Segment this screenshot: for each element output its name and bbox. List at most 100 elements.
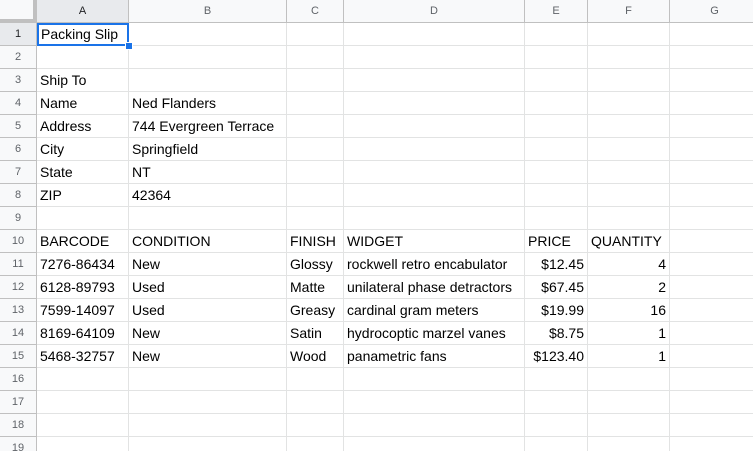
cell-c19[interactable] xyxy=(287,437,344,451)
cell-a6[interactable]: City xyxy=(37,138,129,161)
cell-b16[interactable] xyxy=(129,368,287,391)
cell-d1[interactable] xyxy=(344,23,525,46)
cell-a12[interactable]: 6128-89793 xyxy=(37,276,129,299)
row-header-5[interactable]: 5 xyxy=(0,115,37,138)
cell-d11[interactable]: rockwell retro encabulator xyxy=(344,253,525,276)
row-header-14[interactable]: 14 xyxy=(0,322,37,345)
cell-c18[interactable] xyxy=(287,414,344,437)
cell-c17[interactable] xyxy=(287,391,344,414)
cell-d13[interactable]: cardinal gram meters xyxy=(344,299,525,322)
row-header-4[interactable]: 4 xyxy=(0,92,37,115)
row-header-12[interactable]: 12 xyxy=(0,276,37,299)
cell-e11[interactable]: $12.45 xyxy=(525,253,588,276)
row-header-11[interactable]: 11 xyxy=(0,253,37,276)
cell-e15[interactable]: $123.40 xyxy=(525,345,588,368)
column-header-c[interactable]: C xyxy=(287,0,344,23)
row-header-7[interactable]: 7 xyxy=(0,161,37,184)
cell-b17[interactable] xyxy=(129,391,287,414)
cell-e16[interactable] xyxy=(525,368,588,391)
cell-c12[interactable]: Matte xyxy=(287,276,344,299)
cell-c13[interactable]: Greasy xyxy=(287,299,344,322)
cell-g3[interactable] xyxy=(670,69,753,92)
cell-e14[interactable]: $8.75 xyxy=(525,322,588,345)
cell-d17[interactable] xyxy=(344,391,525,414)
cell-c11[interactable]: Glossy xyxy=(287,253,344,276)
row-header-6[interactable]: 6 xyxy=(0,138,37,161)
cell-e2[interactable] xyxy=(525,46,588,69)
cell-a18[interactable] xyxy=(37,414,129,437)
cell-e4[interactable] xyxy=(525,92,588,115)
cell-g19[interactable] xyxy=(670,437,753,451)
cell-d12[interactable]: unilateral phase detractors xyxy=(344,276,525,299)
cell-f15[interactable]: 1 xyxy=(588,345,670,368)
cell-d7[interactable] xyxy=(344,161,525,184)
cell-b15[interactable]: New xyxy=(129,345,287,368)
cell-b7[interactable]: NT xyxy=(129,161,287,184)
cell-a14[interactable]: 8169-64109 xyxy=(37,322,129,345)
cell-f3[interactable] xyxy=(588,69,670,92)
cell-g1[interactable] xyxy=(670,23,753,46)
cell-f10[interactable]: QUANTITY xyxy=(588,230,670,253)
cell-g17[interactable] xyxy=(670,391,753,414)
cell-c6[interactable] xyxy=(287,138,344,161)
cell-g8[interactable] xyxy=(670,184,753,207)
cell-c1[interactable] xyxy=(287,23,344,46)
cell-d4[interactable] xyxy=(344,92,525,115)
cell-e18[interactable] xyxy=(525,414,588,437)
cell-d5[interactable] xyxy=(344,115,525,138)
row-header-18[interactable]: 18 xyxy=(0,414,37,437)
row-header-13[interactable]: 13 xyxy=(0,299,37,322)
cell-e3[interactable] xyxy=(525,69,588,92)
cell-b10[interactable]: CONDITION xyxy=(129,230,287,253)
cell-g5[interactable] xyxy=(670,115,753,138)
cell-b4[interactable]: Ned Flanders xyxy=(129,92,287,115)
cell-g13[interactable] xyxy=(670,299,753,322)
cell-c15[interactable]: Wood xyxy=(287,345,344,368)
cell-f19[interactable] xyxy=(588,437,670,451)
cell-a4[interactable]: Name xyxy=(37,92,129,115)
cell-g7[interactable] xyxy=(670,161,753,184)
cell-b6[interactable]: Springfield xyxy=(129,138,287,161)
cell-f11[interactable]: 4 xyxy=(588,253,670,276)
cell-b2[interactable] xyxy=(129,46,287,69)
fill-handle[interactable] xyxy=(125,42,133,50)
cell-a15[interactable]: 5468-32757 xyxy=(37,345,129,368)
cell-b13[interactable]: Used xyxy=(129,299,287,322)
cell-d15[interactable]: panametric fans xyxy=(344,345,525,368)
cell-a2[interactable] xyxy=(37,46,129,69)
cell-e17[interactable] xyxy=(525,391,588,414)
column-header-f[interactable]: F xyxy=(588,0,670,23)
cell-b19[interactable] xyxy=(129,437,287,451)
cell-a1-title[interactable]: Packing Slip xyxy=(37,23,129,46)
cell-b3[interactable] xyxy=(129,69,287,92)
row-header-16[interactable]: 16 xyxy=(0,368,37,391)
cell-f2[interactable] xyxy=(588,46,670,69)
column-header-e[interactable]: E xyxy=(525,0,588,23)
row-header-8[interactable]: 8 xyxy=(0,184,37,207)
cell-b8[interactable]: 42364 xyxy=(129,184,287,207)
cell-d6[interactable] xyxy=(344,138,525,161)
cell-f7[interactable] xyxy=(588,161,670,184)
cell-c10[interactable]: FINISH xyxy=(287,230,344,253)
cell-e12[interactable]: $67.45 xyxy=(525,276,588,299)
cell-f8[interactable] xyxy=(588,184,670,207)
column-header-a[interactable]: A xyxy=(37,0,129,23)
cell-c16[interactable] xyxy=(287,368,344,391)
cell-e7[interactable] xyxy=(525,161,588,184)
cell-g10[interactable] xyxy=(670,230,753,253)
cell-b14[interactable]: New xyxy=(129,322,287,345)
cell-d2[interactable] xyxy=(344,46,525,69)
cell-f13[interactable]: 16 xyxy=(588,299,670,322)
cell-a10[interactable]: BARCODE xyxy=(37,230,129,253)
cell-b18[interactable] xyxy=(129,414,287,437)
cell-c8[interactable] xyxy=(287,184,344,207)
cell-a17[interactable] xyxy=(37,391,129,414)
cell-f12[interactable]: 2 xyxy=(588,276,670,299)
cell-a13[interactable]: 7599-14097 xyxy=(37,299,129,322)
cell-d8[interactable] xyxy=(344,184,525,207)
cell-f6[interactable] xyxy=(588,138,670,161)
cell-g12[interactable] xyxy=(670,276,753,299)
cell-g6[interactable] xyxy=(670,138,753,161)
cell-a11[interactable]: 7276-86434 xyxy=(37,253,129,276)
row-header-9[interactable]: 9 xyxy=(0,207,37,230)
